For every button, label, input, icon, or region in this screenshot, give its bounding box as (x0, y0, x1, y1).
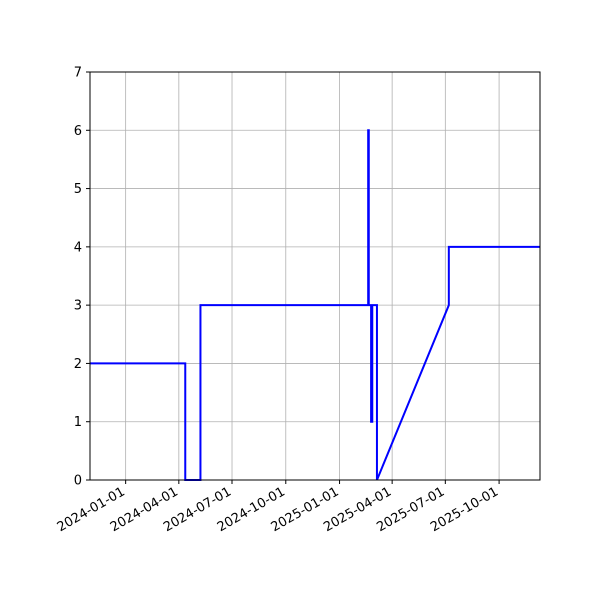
y-tick-label: 4 (74, 240, 82, 255)
y-tick-label: 1 (74, 415, 82, 430)
y-tick-label: 3 (74, 299, 82, 314)
y-tick-label: 5 (74, 182, 82, 197)
y-tick-label: 6 (74, 124, 82, 139)
y-tick-label: 2 (74, 357, 82, 372)
y-tick-label: 7 (74, 66, 82, 81)
y-axis-ticks: 0 1 2 3 4 5 6 7 (74, 66, 90, 489)
plot-frame (89, 71, 541, 481)
axes (89, 71, 541, 481)
y-tick-label: 0 (74, 474, 82, 489)
